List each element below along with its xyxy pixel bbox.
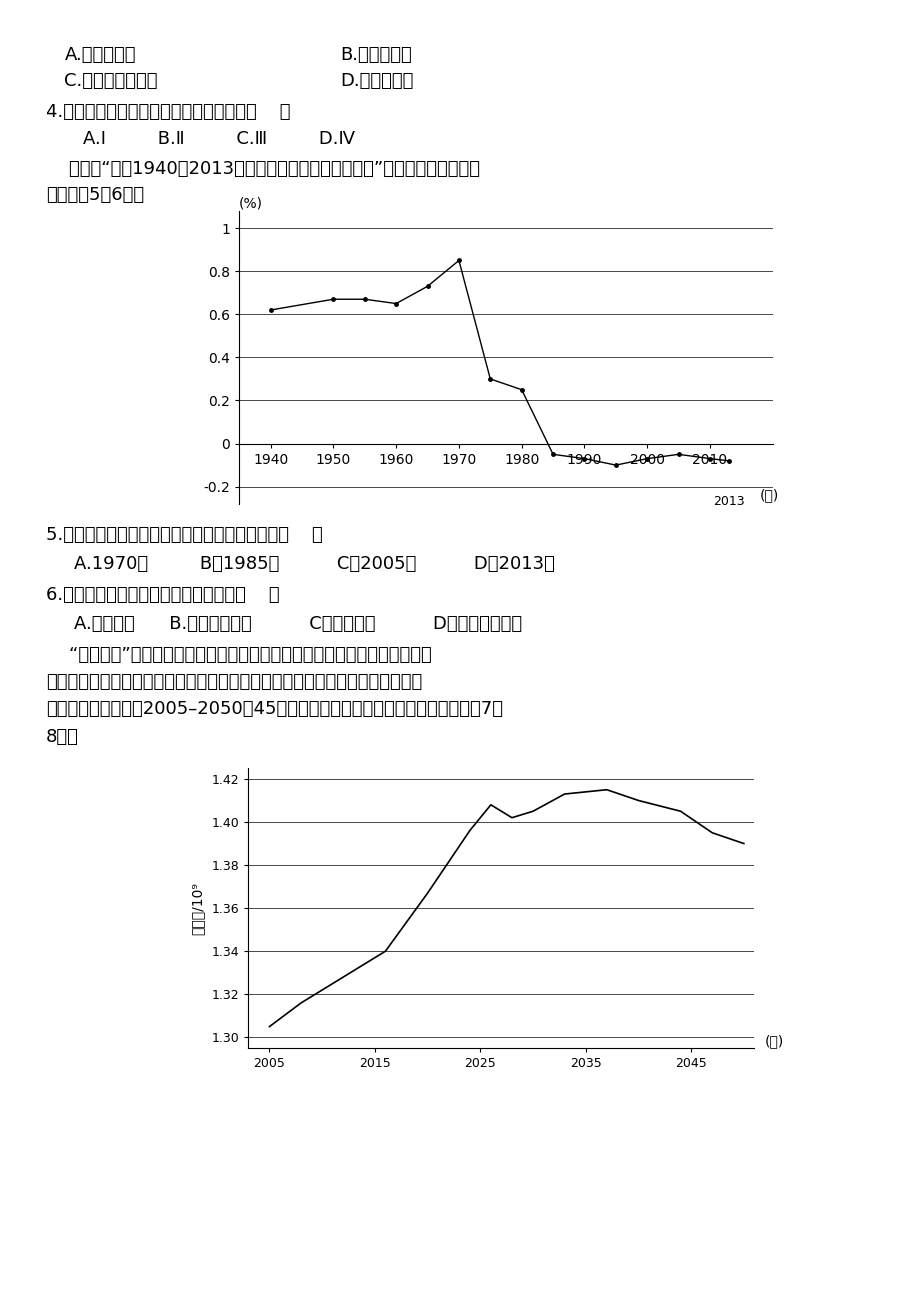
Text: (%): (%) xyxy=(239,197,263,211)
Text: 增长的局面。读我国2005–2050年45年间人口变化趋势（含预测）图，完成下兴7、: 增长的局面。读我国2005–2050年45年间人口变化趋势（含预测）图，完成下兴… xyxy=(46,700,503,719)
Text: A.鼓励生育      B.提高教育水平          C．提倡早婚          D．限制人口迁移: A.鼓励生育 B.提高教育水平 C．提倡早婚 D．限制人口迁移 xyxy=(74,615,521,633)
Y-axis label: 总人口/10⁹: 总人口/10⁹ xyxy=(190,881,204,935)
Text: 低，为经济发展创造了有利的人口条件，整个国家的经济呈高储蓄、高投资和高: 低，为经济发展创造了有利的人口条件，整个国家的经济呈高储蓄、高投资和高 xyxy=(46,673,422,691)
Text: 2013: 2013 xyxy=(712,495,743,508)
Text: D.迁移人口数: D.迁移人口数 xyxy=(340,72,414,90)
Text: 8题。: 8题。 xyxy=(46,728,79,746)
Text: B.人口死亡率: B.人口死亡率 xyxy=(340,46,412,64)
Text: “人口红利”，是指一个国家的劳动年龄人口占总人口比重较大，托养率比较: “人口红利”，是指一个国家的劳动年龄人口占总人口比重较大，托养率比较 xyxy=(46,646,431,664)
Text: A.Ⅰ         B.Ⅱ         C.Ⅲ         D.Ⅳ: A.Ⅰ B.Ⅱ C.Ⅲ D.Ⅳ xyxy=(83,130,355,148)
Text: 5.该国在图示时间段内，人口最多的年份可能是（    ）: 5.该国在图示时间段内，人口最多的年份可能是（ ） xyxy=(46,526,323,544)
Text: A.1970年         B．1985年          C．2005年          D．2013年: A.1970年 B．1985年 C．2005年 D．2013年 xyxy=(74,555,554,573)
Text: 6.缓解该国目前人口问题的合理措施是（    ）: 6.缓解该国目前人口问题的合理措施是（ ） xyxy=(46,586,279,604)
Text: 下图为“某国1940～2013年人口自然增长率变化情况图”。读图并结合所学知: 下图为“某国1940～2013年人口自然增长率变化情况图”。读图并结合所学知 xyxy=(46,160,480,178)
Text: 识，回吷5、6题。: 识，回吷5、6题。 xyxy=(46,186,144,204)
Text: 4.图中与我国当前人口增长阶段相符的是（    ）: 4.图中与我国当前人口增长阶段相符的是（ ） xyxy=(46,103,290,121)
Text: (年): (年) xyxy=(759,488,778,503)
Text: A.人口出生率: A.人口出生率 xyxy=(64,46,136,64)
Text: C.人口自然增长率: C.人口自然增长率 xyxy=(64,72,158,90)
Text: (年): (年) xyxy=(764,1034,783,1048)
